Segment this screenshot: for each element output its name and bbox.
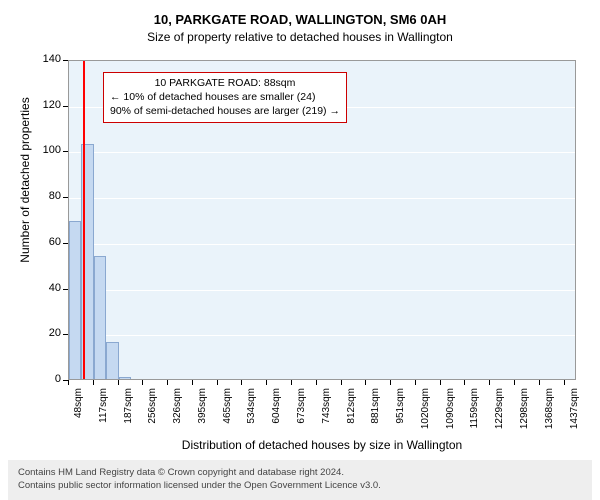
x-tick-label: 534sqm: [246, 388, 257, 448]
y-tick-label: 0: [33, 373, 61, 385]
x-tick-label: 743sqm: [321, 388, 332, 448]
y-tick-label: 140: [33, 53, 61, 65]
y-tick-mark: [63, 243, 68, 244]
info-box: 10 PARKGATE ROAD: 88sqm ← 10% of detache…: [103, 72, 347, 123]
x-tick-label: 673sqm: [296, 388, 307, 448]
x-tick-mark: [142, 380, 143, 385]
x-tick-label: 187sqm: [123, 388, 134, 448]
x-tick-label: 48sqm: [73, 388, 84, 448]
histogram-bar: [106, 342, 118, 379]
y-tick-mark: [63, 334, 68, 335]
x-tick-mark: [365, 380, 366, 385]
gridline: [69, 335, 575, 336]
x-tick-label: 1437sqm: [569, 388, 580, 448]
x-tick-mark: [564, 380, 565, 385]
chart-title-sub: Size of property relative to detached ho…: [0, 30, 600, 44]
x-tick-mark: [464, 380, 465, 385]
x-tick-mark: [68, 380, 69, 385]
histogram-bar: [119, 377, 131, 379]
y-tick-label: 80: [33, 190, 61, 202]
x-tick-mark: [341, 380, 342, 385]
x-tick-mark: [316, 380, 317, 385]
x-tick-mark: [241, 380, 242, 385]
y-axis-label: Number of detached properties: [18, 50, 32, 310]
chart-container: 10, PARKGATE ROAD, WALLINGTON, SM6 0AH S…: [0, 0, 600, 500]
x-tick-label: 1020sqm: [420, 388, 431, 448]
x-tick-label: 881sqm: [370, 388, 381, 448]
info-line-3: 90% of semi-detached houses are larger (…: [110, 104, 340, 118]
x-tick-mark: [118, 380, 119, 385]
x-tick-mark: [440, 380, 441, 385]
histogram-bar: [94, 256, 106, 379]
x-tick-label: 1159sqm: [469, 388, 480, 448]
x-tick-mark: [390, 380, 391, 385]
y-tick-mark: [63, 151, 68, 152]
x-tick-mark: [192, 380, 193, 385]
x-tick-label: 812sqm: [346, 388, 357, 448]
gridline: [69, 198, 575, 199]
histogram-bar: [69, 221, 81, 379]
footer-attribution: Contains HM Land Registry data © Crown c…: [8, 460, 592, 500]
x-tick-mark: [167, 380, 168, 385]
property-marker-line: [83, 61, 85, 379]
y-tick-mark: [63, 60, 68, 61]
footer-line-1: Contains HM Land Registry data © Crown c…: [18, 467, 582, 480]
x-tick-mark: [489, 380, 490, 385]
x-tick-label: 1298sqm: [519, 388, 530, 448]
x-tick-label: 326sqm: [172, 388, 183, 448]
info-line-1: 10 PARKGATE ROAD: 88sqm: [110, 76, 340, 90]
y-tick-label: 60: [33, 236, 61, 248]
x-tick-label: 1229sqm: [494, 388, 505, 448]
chart-title-main: 10, PARKGATE ROAD, WALLINGTON, SM6 0AH: [0, 12, 600, 27]
y-tick-mark: [63, 197, 68, 198]
y-tick-label: 40: [33, 282, 61, 294]
x-tick-mark: [217, 380, 218, 385]
footer-line-2: Contains public sector information licen…: [18, 480, 582, 493]
x-tick-label: 465sqm: [222, 388, 233, 448]
x-tick-label: 1368sqm: [544, 388, 555, 448]
y-tick-mark: [63, 106, 68, 107]
x-tick-label: 604sqm: [271, 388, 282, 448]
x-tick-label: 1090sqm: [445, 388, 456, 448]
y-tick-label: 100: [33, 144, 61, 156]
y-tick-label: 20: [33, 327, 61, 339]
y-tick-mark: [63, 289, 68, 290]
y-tick-label: 120: [33, 99, 61, 111]
x-tick-mark: [514, 380, 515, 385]
gridline: [69, 290, 575, 291]
x-tick-label: 951sqm: [395, 388, 406, 448]
x-tick-mark: [539, 380, 540, 385]
x-tick-mark: [93, 380, 94, 385]
gridline: [69, 152, 575, 153]
gridline: [69, 244, 575, 245]
info-line-2: ← 10% of detached houses are smaller (24…: [110, 90, 340, 104]
x-tick-mark: [415, 380, 416, 385]
x-tick-label: 395sqm: [197, 388, 208, 448]
x-tick-label: 256sqm: [147, 388, 158, 448]
x-tick-mark: [291, 380, 292, 385]
x-tick-label: 117sqm: [98, 388, 109, 448]
x-tick-mark: [266, 380, 267, 385]
